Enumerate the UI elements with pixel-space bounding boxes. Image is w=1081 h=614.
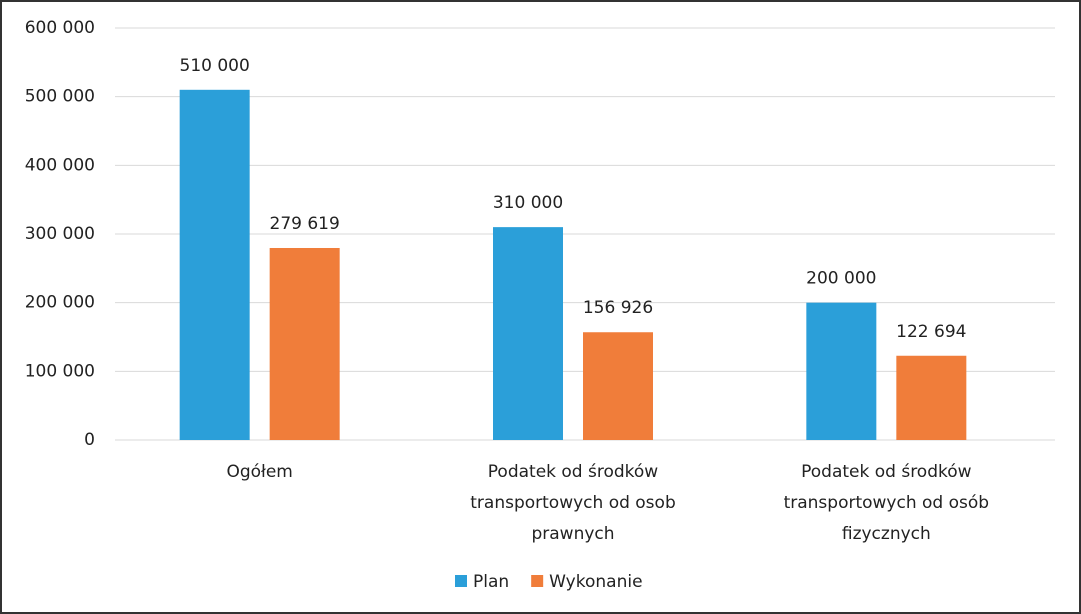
value-label: 310 000 <box>493 193 563 213</box>
legend-swatch <box>455 575 467 587</box>
x-tick-label: Ogółem <box>226 462 292 482</box>
y-tick-label: 500 000 <box>25 87 95 107</box>
legend-label: Wykonanie <box>549 572 642 592</box>
x-tick-label: Podatek od środków transportowych od osob… <box>470 462 676 544</box>
legend-swatch <box>531 575 544 587</box>
bar <box>896 355 967 440</box>
value-label: 156 926 <box>583 298 653 318</box>
value-label: 200 000 <box>806 269 876 289</box>
x-tick-label: Podatek od środków transportowych od osób… <box>784 462 990 544</box>
y-tick-label: 600 000 <box>25 18 95 38</box>
value-label: 279 619 <box>270 214 340 234</box>
bar <box>583 332 653 440</box>
y-tick-label: 400 000 <box>25 155 95 175</box>
y-tick-label: 0 <box>84 430 95 450</box>
value-label: 510 000 <box>180 56 250 76</box>
y-tick-label: 300 000 <box>25 224 95 244</box>
bar <box>806 302 877 440</box>
bar <box>179 89 250 441</box>
legend-label: Plan <box>473 572 509 592</box>
y-tick-label: 100 000 <box>25 361 95 381</box>
value-label: 122 694 <box>896 322 966 342</box>
bar <box>493 227 563 440</box>
bar <box>269 247 340 440</box>
y-tick-label: 200 000 <box>25 293 95 313</box>
